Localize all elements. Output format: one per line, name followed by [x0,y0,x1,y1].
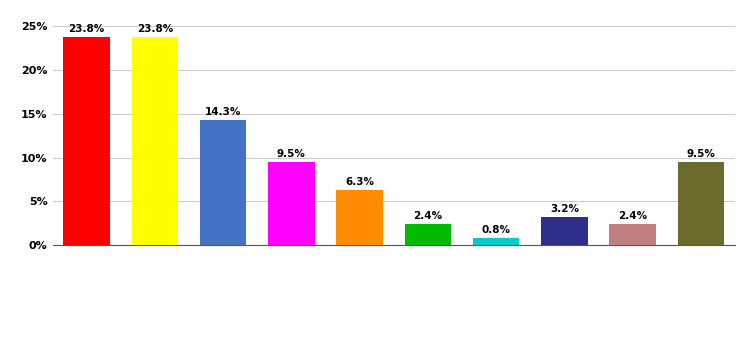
Text: 0.8%: 0.8% [482,225,511,235]
Text: 6.3%: 6.3% [345,177,374,187]
Text: 23.8%: 23.8% [136,24,173,34]
Text: 9.5%: 9.5% [686,149,716,159]
Bar [200,120,246,245]
Text: 2.4%: 2.4% [413,211,442,222]
Text: 3.2%: 3.2% [550,204,579,214]
Bar [473,238,519,245]
Bar [610,224,656,245]
Text: 14.3%: 14.3% [205,107,242,117]
Bar [542,217,587,245]
Bar [268,162,314,245]
Text: 9.5%: 9.5% [277,149,306,159]
Text: 2.4%: 2.4% [618,211,647,222]
Bar [678,162,724,245]
Bar [405,224,451,245]
Text: 23.8%: 23.8% [68,24,105,34]
Bar [64,37,110,245]
Bar [337,190,382,245]
Bar [132,37,178,245]
